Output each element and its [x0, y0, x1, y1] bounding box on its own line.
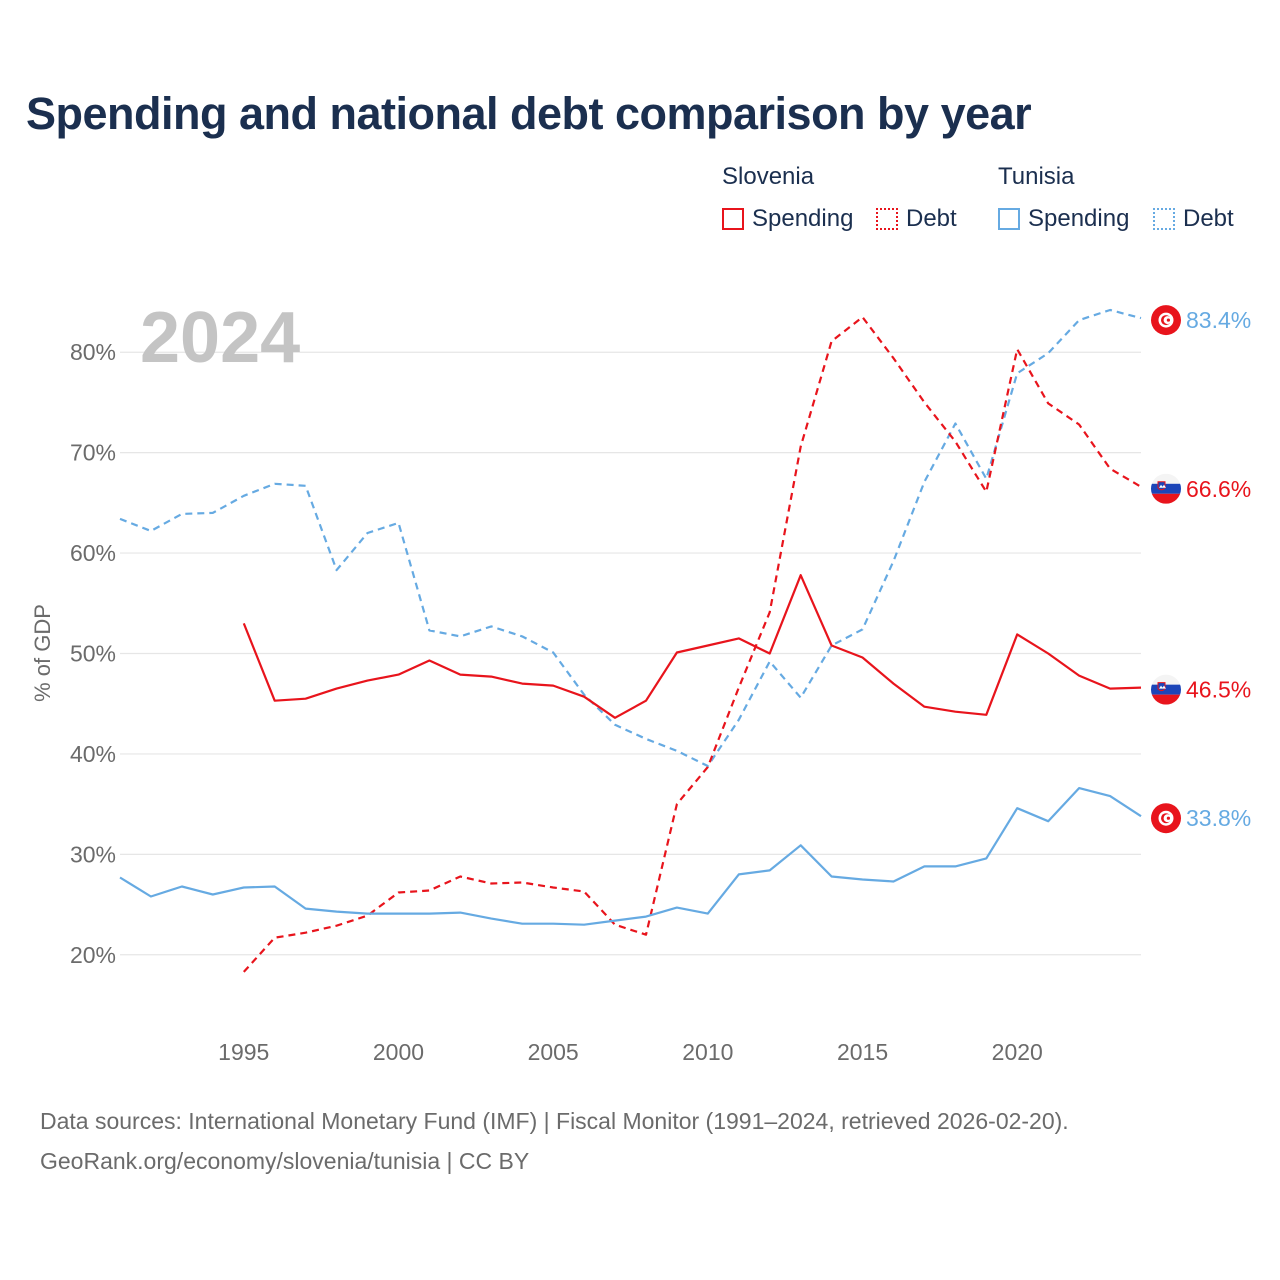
legend-title-slovenia: Slovenia — [722, 163, 815, 190]
end-value-label: 83.4% — [1186, 307, 1251, 333]
legend-label: Spending — [1028, 205, 1130, 232]
series-line-slovenia-spending[interactable] — [242, 574, 1142, 719]
footer-link[interactable]: GeoRank.org/economy/slovenia/tunisia | C… — [40, 1148, 530, 1174]
legend-item-slovenia-debt[interactable]: Debt — [876, 205, 957, 233]
y-tick-label: 60% — [70, 540, 116, 566]
legend-swatch-dotted — [876, 208, 898, 230]
x-tick-label: 2020 — [992, 1039, 1043, 1065]
y-tick-label: 20% — [70, 942, 116, 968]
legend-title-tunisia: Tunisia — [998, 163, 1075, 190]
end-value-label: 33.8% — [1186, 805, 1251, 831]
x-tick-label: 2000 — [373, 1039, 424, 1065]
y-tick-label: 40% — [70, 741, 116, 767]
end-value-label: 66.6% — [1186, 476, 1251, 502]
y-axis-label: % of GDP — [30, 604, 55, 702]
tunisia-flag-icon — [1151, 305, 1181, 336]
series-line-slovenia-debt[interactable] — [242, 316, 1142, 973]
series-line-tunisia-debt[interactable] — [119, 308, 1142, 768]
year-label: 2024 — [140, 298, 300, 378]
series-line-tunisia-spending[interactable] — [119, 786, 1142, 926]
x-tick-label: 2010 — [682, 1039, 733, 1065]
y-tick-label: 50% — [70, 641, 116, 667]
end-value-label: 46.5% — [1186, 677, 1251, 703]
legend-label: Debt — [1183, 205, 1234, 232]
legend-swatch-dotted — [1153, 208, 1175, 230]
legend-label: Debt — [906, 205, 957, 232]
legend-swatch-solid — [722, 208, 744, 230]
footer-sources: Data sources: International Monetary Fun… — [40, 1108, 1069, 1134]
chart-title: Spending and national debt comparison by… — [26, 88, 1032, 139]
x-tick-label: 2005 — [528, 1039, 579, 1065]
y-tick-label: 70% — [70, 440, 116, 466]
x-tick-label: 1995 — [218, 1039, 269, 1065]
legend-item-slovenia-spending[interactable]: Spending — [722, 205, 853, 233]
slovenia-flag-icon — [1151, 473, 1181, 504]
legend-swatch-solid — [998, 208, 1020, 230]
legend-item-tunisia-spending[interactable]: Spending — [998, 205, 1129, 233]
slovenia-flag-icon — [1151, 674, 1181, 705]
y-tick-label: 30% — [70, 841, 116, 867]
y-tick-label: 80% — [70, 339, 116, 365]
legend-label: Spending — [752, 205, 854, 232]
legend-item-tunisia-debt[interactable]: Debt — [1153, 205, 1234, 233]
x-tick-label: 2015 — [837, 1039, 888, 1065]
tunisia-flag-icon — [1151, 803, 1181, 834]
